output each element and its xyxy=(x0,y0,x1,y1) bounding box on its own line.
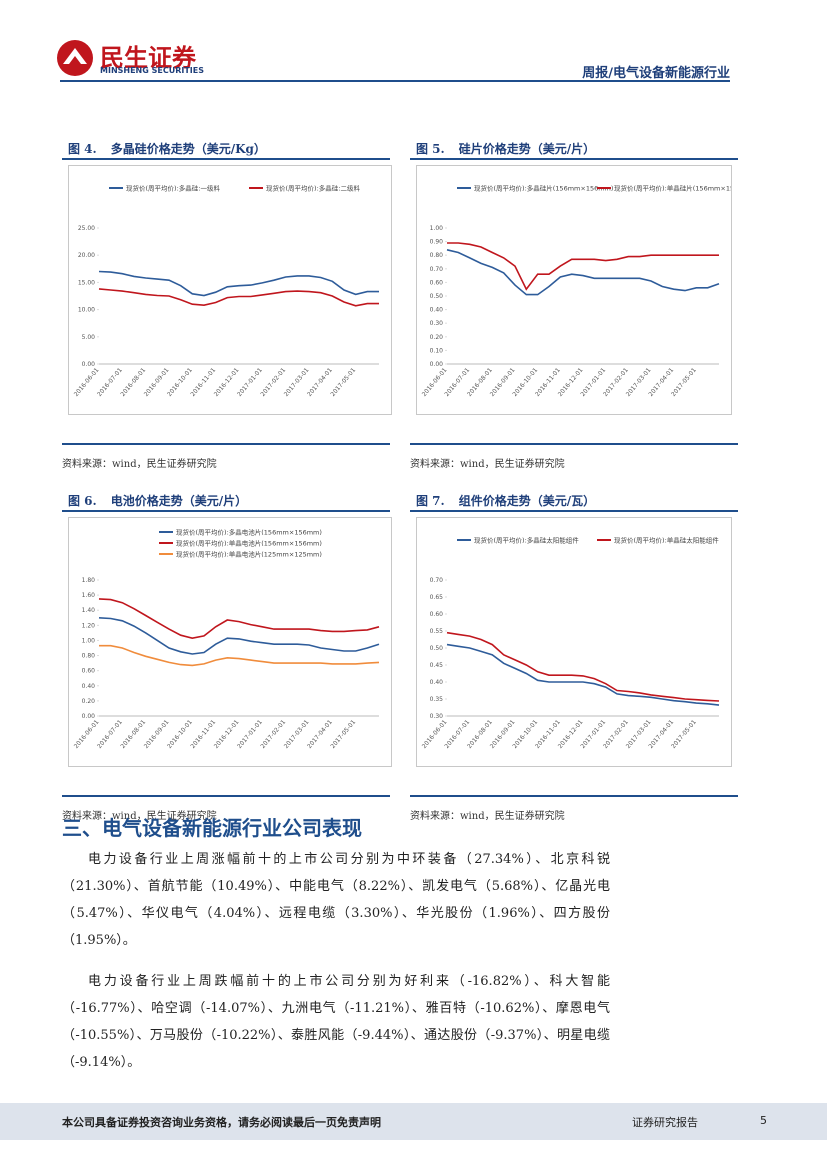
y-tick-label: 1.00 xyxy=(82,637,96,644)
source-rule xyxy=(62,443,390,445)
title-rule xyxy=(410,158,738,160)
line-series xyxy=(99,644,380,667)
y-tick-label: 10.00 xyxy=(78,307,95,314)
y-tick-label: 0.00 xyxy=(82,713,96,720)
legend-label: 现货价(周平均价):多晶电池片(156mm×156mm) xyxy=(176,528,322,537)
y-tick-label: 0.40 xyxy=(430,307,444,314)
legend-label: 现货价(周平均价):多晶硅太阳能组件 xyxy=(474,536,579,545)
y-tick-label: 0.50 xyxy=(430,293,444,300)
line-series xyxy=(98,288,379,307)
page-number: 5 xyxy=(760,1114,767,1127)
legend-label: 现货价(周平均价):多晶硅:一级料 xyxy=(126,184,220,193)
y-tick-label: 5.00 xyxy=(82,334,96,341)
figure-source: 资料来源：wind，民生证券研究院 xyxy=(410,459,565,470)
legend-label: 现货价(周平均价):单晶硅太阳能组件 xyxy=(614,536,719,545)
figure-label: 图 6. xyxy=(68,494,97,508)
y-tick-label: 0.20 xyxy=(430,334,444,341)
figure-label: 图 5. xyxy=(416,142,445,156)
line-series xyxy=(446,631,720,702)
logo-en: MINSHENG SECURITIES xyxy=(100,66,204,75)
paragraph: 电力设备行业上周涨幅前十的上市公司分别为中环装备（27.34%）、北京科锐（21… xyxy=(62,852,610,948)
y-tick-label: 0.90 xyxy=(430,239,444,246)
y-tick-label: 0.70 xyxy=(430,577,444,584)
y-tick-label: 0.30 xyxy=(430,320,444,327)
y-tick-label: 1.40 xyxy=(82,607,96,614)
y-tick-label: 0.00 xyxy=(430,361,444,368)
line-series xyxy=(446,643,720,706)
source-rule xyxy=(410,443,738,445)
y-tick-label: 0.40 xyxy=(82,683,96,690)
header-rule xyxy=(60,80,730,82)
line-series xyxy=(446,249,720,296)
legend-label: 现货价(周平均价):多晶硅片(156mm×156mm) xyxy=(474,184,613,193)
report-type: 周报/电气设备新能源行业 xyxy=(582,66,730,81)
y-tick-label: 0.80 xyxy=(82,653,96,660)
figure-title: 图 7. 组件价格走势（美元/瓦） xyxy=(416,492,609,509)
line-series xyxy=(98,270,379,297)
y-tick-label: 0.30 xyxy=(430,713,444,720)
chart: 0.300.350.400.450.500.550.600.650.702016… xyxy=(416,517,732,767)
legend-label: 现货价(周平均价):单晶电池片(125mm×125mm) xyxy=(176,550,322,559)
y-tick-label: 0.60 xyxy=(430,279,444,286)
figure-caption: 硅片价格走势（美元/片） xyxy=(458,142,596,156)
y-tick-label: 0.60 xyxy=(82,668,96,675)
figure-caption: 电池价格走势（美元/片） xyxy=(110,494,248,508)
chart: 0.00 0.20 0.40 0.60 0.80 1.00 1.20 1.40 1.60 1.80… xyxy=(68,517,392,767)
y-tick-label: 0.45 xyxy=(430,662,444,669)
figure-caption: 多晶硅价格走势（美元/Kg） xyxy=(110,142,266,156)
y-tick-label: 0.60 xyxy=(430,611,444,618)
body-text: 电力设备行业上周涨幅前十的上市公司分别为中环装备（27.34%）、北京科锐（21… xyxy=(62,846,610,1076)
disclaimer: 本公司具备证券投资咨询业务资格，请务必阅读最后一页免责声明 xyxy=(62,1116,381,1129)
figure-label: 图 7. xyxy=(416,494,445,508)
line-series xyxy=(98,598,380,640)
line-series xyxy=(447,242,719,291)
line-series xyxy=(98,617,380,655)
logo-cn: 民生证券 xyxy=(100,44,196,72)
y-tick-label: 1.20 xyxy=(82,622,96,629)
y-tick-label: 0.35 xyxy=(430,696,444,703)
y-tick-label: 0.40 xyxy=(430,679,444,686)
logo-icon xyxy=(57,40,93,76)
title-rule xyxy=(62,158,390,160)
figure-title: 图 5. 硅片价格走势（美元/片） xyxy=(416,140,609,157)
title-rule xyxy=(62,510,390,512)
figure-source: 资料来源：wind，民生证券研究院 xyxy=(62,459,217,470)
legend-label: 现货价(周平均价):单晶电池片(156mm×156mm) xyxy=(176,539,322,548)
footer-type: 证券研究报告 xyxy=(632,1116,698,1129)
y-tick-label: 0.10 xyxy=(430,347,444,354)
y-tick-label: 1.60 xyxy=(82,592,96,599)
legend-label: 现货价(周平均价):多晶硅:二级料 xyxy=(266,184,360,193)
y-tick-label: 1.00 xyxy=(430,225,444,232)
title-rule xyxy=(410,510,738,512)
figure-caption: 组件价格走势（美元/瓦） xyxy=(458,494,596,508)
paragraph: 电力设备行业上周跌幅前十的上市公司分别为好利来（-16.82%）、科大智能（-1… xyxy=(62,974,610,1070)
y-tick-label: 0.55 xyxy=(430,628,444,635)
figure-title: 图 4. 多晶硅价格走势（美元/Kg） xyxy=(68,140,280,157)
y-tick-label: 0.80 xyxy=(430,252,444,259)
section-title: 三、电气设备新能源行业公司表现 xyxy=(62,816,362,840)
figure-title: 图 6. 电池价格走势（美元/片） xyxy=(68,492,261,509)
y-tick-label: 1.80 xyxy=(82,577,96,584)
legend-label: 现货价(周平均价):单晶硅片(156mm×156mm) xyxy=(614,184,732,193)
figure-source: 资料来源：wind，民生证券研究院 xyxy=(62,811,217,822)
chart: 0.005.0010.0015.0020.0025.002016-06-0120… xyxy=(68,165,392,415)
y-tick-label: 15.00 xyxy=(78,279,95,286)
footer: 本公司具备证券投资咨询业务资格，请务必阅读最后一页免责声明 证券研究报告 5 xyxy=(0,1103,827,1140)
source-rule xyxy=(62,795,390,797)
figure-source: 资料来源：wind，民生证券研究院 xyxy=(410,811,565,822)
y-tick-label: 0.00 xyxy=(82,361,96,368)
y-tick-label: 0.20 xyxy=(82,698,96,705)
y-tick-label: 0.70 xyxy=(430,266,444,273)
y-tick-label: 20.00 xyxy=(78,252,95,259)
source-rule xyxy=(410,795,738,797)
y-tick-label: 25.00 xyxy=(78,225,95,232)
figure-label: 图 4. xyxy=(68,142,97,156)
y-tick-label: 0.50 xyxy=(430,645,444,652)
y-tick-label: 0.65 xyxy=(430,594,444,601)
chart: 0.00 0.10 0.20 0.30 0.40 0.50 0.60 0.70 0.80 0.90… xyxy=(416,165,732,415)
